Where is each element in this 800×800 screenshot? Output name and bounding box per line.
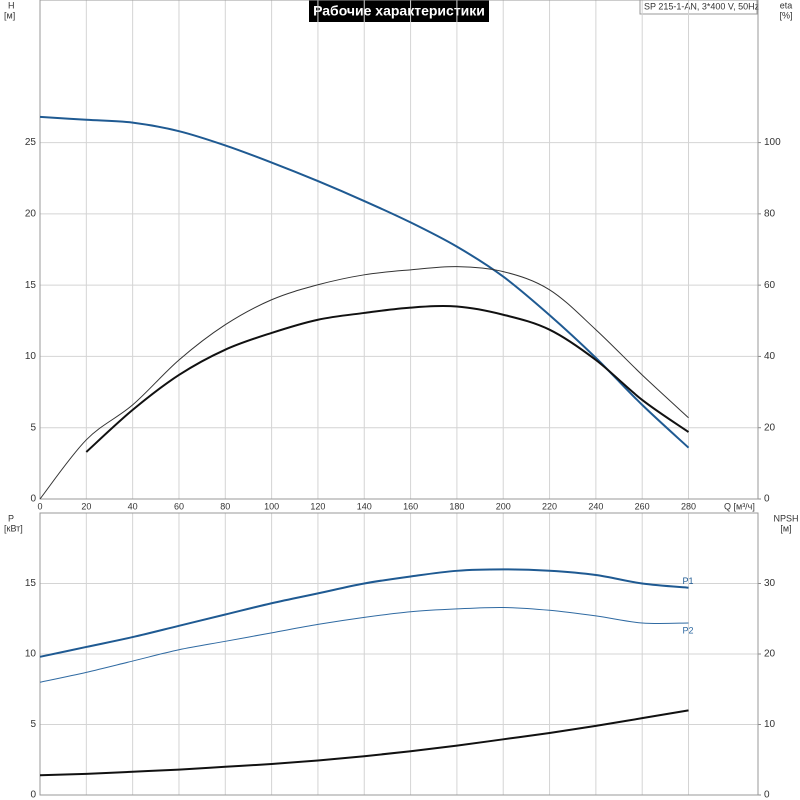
curve xyxy=(39,266,689,500)
y2-tick-label: 40 xyxy=(764,351,776,362)
y2-axis-label: eta xyxy=(780,0,793,10)
y-tick-label: 15 xyxy=(25,280,37,291)
y2-tick-label: 80 xyxy=(764,208,776,219)
chart-subtitle: SP 215-1-AN, 3*400 V, 50Hz xyxy=(644,1,760,11)
x-tick-label: 80 xyxy=(220,501,230,511)
y2-tick-label: 30 xyxy=(764,578,776,589)
curve-label: P1 xyxy=(683,576,694,586)
x-tick-label: 220 xyxy=(542,501,557,511)
y-tick-label: 10 xyxy=(25,351,37,362)
y2-tick-label: 100 xyxy=(764,137,781,148)
x-tick-label: 200 xyxy=(496,501,511,511)
y2-tick-label: 20 xyxy=(764,422,776,433)
x-tick-label: 280 xyxy=(681,501,696,511)
plot-frame xyxy=(39,0,759,500)
curve xyxy=(39,606,689,683)
y2-axis-unit: [м] xyxy=(780,523,791,533)
y-tick-label: 15 xyxy=(25,578,37,589)
x-tick-label: 240 xyxy=(588,501,603,511)
x-tick-label: 20 xyxy=(81,501,91,511)
chart-title: Рабочие характеристики xyxy=(313,3,485,19)
subtitle-box xyxy=(639,0,758,15)
curve xyxy=(39,568,689,658)
y2-tick-label: 20 xyxy=(764,649,776,660)
x-axis-label: Q [м³/ч] xyxy=(724,501,755,511)
y-tick-label: 20 xyxy=(25,208,37,219)
x-tick-label: 60 xyxy=(174,501,184,511)
y-tick-label: 5 xyxy=(30,719,36,730)
title-box xyxy=(309,0,489,22)
y2-axis-label: NPSH xyxy=(773,513,798,523)
plot-frame xyxy=(39,512,759,796)
y-tick-label: 0 xyxy=(30,494,36,505)
x-tick-label: 40 xyxy=(128,501,138,511)
y2-tick-label: 0 xyxy=(764,494,770,505)
x-tick-label: 100 xyxy=(264,501,279,511)
y-tick-label: 10 xyxy=(25,649,37,660)
y-axis-unit: [м] xyxy=(4,10,15,20)
x-tick-label: 180 xyxy=(449,501,464,511)
curve xyxy=(39,709,689,777)
x-tick-label: 120 xyxy=(310,501,325,511)
y2-tick-label: 0 xyxy=(764,790,770,800)
x-tick-label: 0 xyxy=(37,501,42,511)
y2-tick-label: 60 xyxy=(764,280,776,291)
y-tick-label: 0 xyxy=(30,790,36,800)
y-axis-label: P xyxy=(8,513,14,523)
y-axis-unit: [кВт] xyxy=(4,523,23,533)
y-tick-label: 5 xyxy=(30,422,36,433)
x-tick-label: 140 xyxy=(357,501,372,511)
curve xyxy=(85,305,690,453)
y-axis-label: H xyxy=(8,0,15,10)
curve-label: P2 xyxy=(683,625,694,635)
x-tick-label: 260 xyxy=(635,501,650,511)
y2-axis-unit: [%] xyxy=(779,10,792,20)
curve xyxy=(39,115,690,449)
y2-tick-label: 10 xyxy=(764,719,776,730)
y-tick-label: 25 xyxy=(25,137,37,148)
x-tick-label: 160 xyxy=(403,501,418,511)
